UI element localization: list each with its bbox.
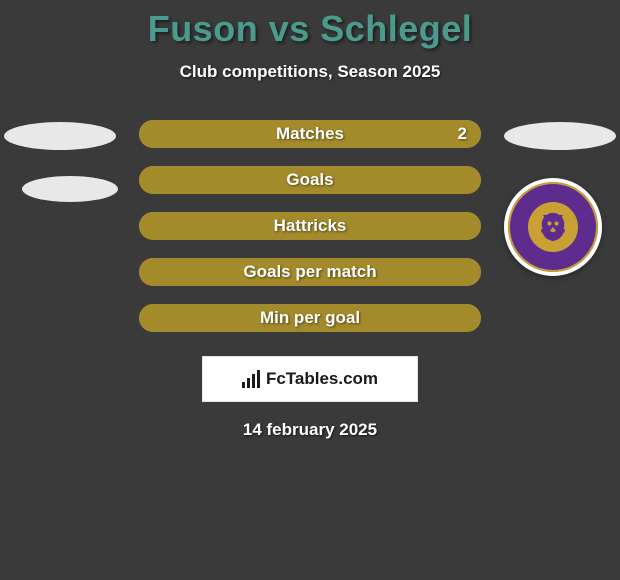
stat-row: Hattricks [139, 212, 481, 240]
brand-badge: FcTables.com [202, 356, 418, 402]
page-title: Fuson vs Schlegel [148, 8, 473, 50]
stat-row: Matches 2 [139, 120, 481, 148]
brand-text: FcTables.com [266, 369, 378, 389]
stat-row: Goals per match [139, 258, 481, 286]
stat-label: Goals [286, 170, 333, 190]
stat-value-right: 2 [458, 124, 467, 144]
stat-label: Hattricks [274, 216, 347, 236]
stat-label: Matches [276, 124, 344, 144]
page-subtitle: Club competitions, Season 2025 [180, 62, 441, 82]
bars-icon [242, 370, 260, 388]
stat-label: Goals per match [243, 262, 376, 282]
stat-row: Goals [139, 166, 481, 194]
stat-row: Min per goal [139, 304, 481, 332]
stats-list: Matches 2 Goals Hattricks Goals per match Min… [0, 120, 620, 350]
comparison-card: Fuson vs Schlegel Club competitions, Sea… [0, 0, 620, 580]
stat-label: Min per goal [260, 308, 360, 328]
date-text: 14 february 2025 [243, 420, 377, 440]
